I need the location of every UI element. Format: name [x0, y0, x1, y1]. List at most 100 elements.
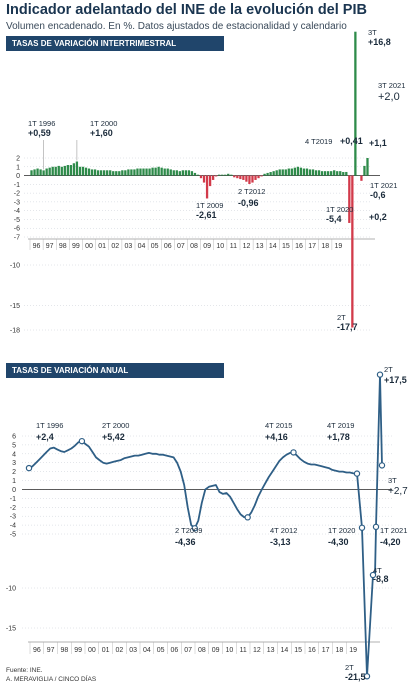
- q-y-tick-label: -15: [10, 303, 20, 310]
- q-x-tick-label: 19: [335, 243, 343, 250]
- q-y-tick-label: -4: [14, 208, 20, 215]
- q-bar: [348, 175, 351, 223]
- q-bar: [48, 167, 51, 176]
- a-x-tick-label: 17: [322, 647, 330, 654]
- q-y-tick-label: 0: [16, 173, 20, 180]
- q-bar: [196, 174, 200, 176]
- q-annotation-period: 1T 2021: [370, 181, 397, 190]
- q-bar: [366, 158, 369, 176]
- q-x-tick-label: 06: [164, 243, 172, 250]
- q-x-tick-label: 05: [151, 243, 159, 250]
- a-x-tick-label: 12: [253, 647, 261, 654]
- q-bar: [345, 171, 348, 176]
- a-annotation-period: 4T 2012: [270, 526, 297, 535]
- q-bar: [30, 170, 33, 176]
- a-point: [244, 514, 251, 521]
- a-point: [191, 525, 198, 532]
- q-x-tick-label: 15: [282, 243, 290, 250]
- q-bar: [266, 172, 269, 176]
- q-bar: [330, 171, 333, 176]
- q-bar: [33, 169, 36, 176]
- q-bar: [133, 169, 136, 176]
- q-annotation-value: +1,1: [369, 138, 387, 148]
- a-x-tick-label: 11: [239, 647, 246, 654]
- a-y-tick-label: -2: [10, 505, 16, 512]
- a-annotation-period: 2T: [345, 663, 354, 672]
- a-point: [25, 464, 33, 472]
- a-point: [363, 673, 371, 680]
- a-annotation-period: 3T: [388, 476, 397, 485]
- q-bar: [290, 168, 293, 176]
- q-bar: [287, 168, 290, 176]
- a-x-tick-label: 00: [88, 647, 96, 654]
- a-y-tick-label: 6: [12, 434, 16, 441]
- a-x-tick-label: 16: [308, 647, 316, 654]
- q-bar: [236, 175, 239, 179]
- q-annotation-value: -0,6: [370, 190, 386, 200]
- q-x-tick-label: 10: [216, 243, 224, 250]
- a-point: [378, 462, 386, 469]
- q-bar: [157, 166, 160, 176]
- a-x-tick-label: 02: [115, 647, 123, 654]
- q-bar: [163, 168, 166, 176]
- q-y-tick-label: 1: [16, 164, 20, 171]
- q-x-tick-label: 96: [33, 243, 41, 250]
- q-bar: [118, 171, 121, 176]
- q-x-tick-label: 97: [46, 243, 54, 250]
- q-bar: [293, 167, 296, 176]
- q-bar: [51, 166, 54, 176]
- q-bar: [354, 31, 357, 176]
- a-annotation-period: 1T 2020: [328, 526, 355, 535]
- a-annotation-period: 2 T2009: [175, 526, 202, 535]
- q-x-tick-label: 01: [98, 243, 106, 250]
- q-bar: [269, 172, 272, 176]
- q-x-tick-label: 07: [177, 243, 185, 250]
- q-annotation-period: 2T: [337, 313, 346, 322]
- q-y-tick-label: -2: [14, 191, 20, 198]
- q-bar: [103, 170, 106, 176]
- q-bar: [172, 170, 175, 176]
- a-x-tick-label: 04: [143, 647, 151, 654]
- q-bar: [60, 166, 63, 176]
- q-x-tick-label: 11: [230, 243, 237, 250]
- a-annotation-value: -8,8: [373, 574, 389, 584]
- a-annotation-value: -4,30: [328, 537, 349, 547]
- q-bar: [166, 168, 169, 176]
- a-x-tick-label: 96: [33, 647, 41, 654]
- a-x-tick-label: 05: [157, 647, 165, 654]
- q-annotation-value: -2,61: [196, 210, 217, 220]
- q-bar: [42, 170, 45, 176]
- q-bar: [281, 169, 284, 176]
- a-y-tick-label: 5: [12, 442, 16, 449]
- a-annotation-value: -4,20: [380, 537, 401, 547]
- q-bar: [169, 169, 172, 176]
- a-point: [372, 523, 380, 531]
- q-bar: [326, 171, 330, 176]
- a-x-tick-label: 15: [294, 647, 302, 654]
- a-x-tick-label: 01: [102, 647, 110, 654]
- q-bar: [251, 175, 254, 183]
- a-x-tick-label: 08: [198, 647, 206, 654]
- q-y-tick-label: -6: [14, 226, 20, 233]
- q-bar: [275, 170, 278, 176]
- q-bar: [193, 172, 197, 176]
- q-bar: [211, 175, 215, 180]
- q-x-tick-label: 99: [72, 243, 80, 250]
- q-bar: [151, 167, 154, 176]
- q-bar: [93, 169, 97, 176]
- q-annotation-value: -5,4: [326, 214, 342, 224]
- a-point: [376, 371, 384, 378]
- q-bar: [109, 170, 112, 176]
- q-annotation-value: -17,7: [337, 322, 358, 332]
- q-y-tick-label: -3: [14, 199, 20, 206]
- q-bar: [154, 167, 157, 176]
- q-x-tick-label: 18: [321, 243, 329, 250]
- a-y-tick-label: -3: [10, 514, 16, 521]
- q-bar: [239, 175, 242, 180]
- q-annotation-period: 2 T2012: [238, 187, 265, 196]
- q-bar: [78, 166, 82, 176]
- q-bar: [90, 169, 94, 176]
- a-annotation-period: 1T 2021: [380, 526, 407, 535]
- q-bar: [314, 170, 318, 176]
- q-annotation-value: -0,96: [238, 198, 259, 208]
